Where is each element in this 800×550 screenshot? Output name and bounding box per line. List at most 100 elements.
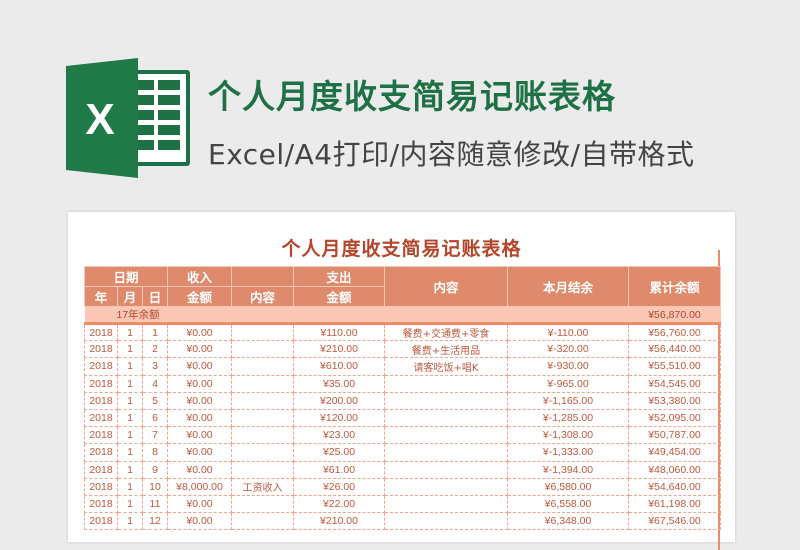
cell-month[interactable]: 1 <box>117 443 143 462</box>
cell-expense[interactable]: ¥110.00 <box>293 322 385 342</box>
cell-year[interactable]: 2018 <box>84 357 118 376</box>
cell-cumulative[interactable]: ¥56,440.00 <box>628 340 721 359</box>
cell-cumulative[interactable]: ¥52,095.00 <box>628 408 721 428</box>
cell-day[interactable]: 5 <box>142 391 168 410</box>
cell-year[interactable]: 2018 <box>84 340 118 359</box>
cell-expense-content[interactable] <box>384 391 508 410</box>
cell-day[interactable]: 8 <box>142 443 168 462</box>
cell-income[interactable]: ¥0.00 <box>167 494 232 514</box>
cell-expense-content[interactable] <box>384 512 508 531</box>
cell-month-balance[interactable]: ¥-1,285.00 <box>507 408 629 428</box>
cell-income-content[interactable] <box>231 391 294 410</box>
cell-income[interactable]: ¥0.00 <box>167 374 232 393</box>
cell-expense[interactable]: ¥610.00 <box>293 357 385 376</box>
cell-month[interactable]: 1 <box>117 426 143 445</box>
cell-cumulative[interactable]: ¥53,380.00 <box>628 391 721 410</box>
cell-day[interactable]: 4 <box>142 374 168 393</box>
cell-income-content[interactable] <box>231 512 294 531</box>
cell-income[interactable]: ¥0.00 <box>167 426 232 445</box>
cell-year[interactable]: 2018 <box>84 391 118 410</box>
cell-year[interactable]: 2018 <box>84 512 118 531</box>
cell-income-content[interactable] <box>231 426 294 445</box>
cell-year[interactable]: 2018 <box>84 494 118 514</box>
cell-income[interactable]: ¥0.00 <box>167 357 232 376</box>
cell-month[interactable]: 1 <box>117 460 143 479</box>
cell-month-balance[interactable]: ¥-320.00 <box>507 340 629 359</box>
cell-day[interactable]: 7 <box>142 426 168 445</box>
cell-income-content[interactable] <box>231 357 294 376</box>
cell-expense[interactable]: ¥120.00 <box>293 408 385 428</box>
cell-month[interactable]: 1 <box>117 512 143 531</box>
cell-income[interactable]: ¥8,000.00 <box>167 477 232 496</box>
cell-income[interactable]: ¥0.00 <box>167 391 232 410</box>
cell-day[interactable]: 6 <box>142 408 168 428</box>
cell-cumulative[interactable]: ¥61,198.00 <box>628 494 721 514</box>
cell-month-balance[interactable]: ¥-1,333.00 <box>507 443 629 462</box>
cell-day[interactable]: 2 <box>142 340 168 359</box>
cell-income-content[interactable] <box>231 322 294 342</box>
cell-income-content[interactable]: 工资收入 <box>231 477 294 496</box>
cell-expense[interactable]: ¥210.00 <box>293 340 385 359</box>
cell-year[interactable]: 2018 <box>84 322 118 342</box>
cell-expense-content[interactable]: 餐费+生活用品 <box>384 340 508 359</box>
cell-cumulative[interactable]: ¥67,546.00 <box>628 512 721 531</box>
cell-year[interactable]: 2018 <box>84 426 118 445</box>
cell-cumulative[interactable]: ¥56,760.00 <box>628 322 721 342</box>
cell-expense[interactable]: ¥26.00 <box>293 477 385 496</box>
cell-expense-content[interactable] <box>384 443 508 462</box>
cell-expense-content[interactable] <box>384 477 508 496</box>
cell-expense-content[interactable] <box>384 426 508 445</box>
cell-expense-content[interactable] <box>384 460 508 479</box>
cell-year[interactable]: 2018 <box>84 374 118 393</box>
cell-income-content[interactable] <box>231 460 294 479</box>
cell-month-balance[interactable]: ¥-1,394.00 <box>507 460 629 479</box>
cell-month-balance[interactable]: ¥-110.00 <box>507 322 629 342</box>
cell-day[interactable]: 10 <box>142 477 168 496</box>
cell-month[interactable]: 1 <box>117 494 143 514</box>
cell-month[interactable]: 1 <box>117 357 143 376</box>
cell-expense[interactable]: ¥61.00 <box>293 460 385 479</box>
cell-expense[interactable]: ¥22.00 <box>293 494 385 514</box>
cell-expense[interactable]: ¥25.00 <box>293 443 385 462</box>
cell-income[interactable]: ¥0.00 <box>167 512 232 531</box>
cell-year[interactable]: 2018 <box>84 460 118 479</box>
cell-cumulative[interactable]: ¥48,060.00 <box>628 460 721 479</box>
cell-month-balance[interactable]: ¥6,580.00 <box>507 477 629 496</box>
cell-income[interactable]: ¥0.00 <box>167 322 232 342</box>
cell-expense-content[interactable]: 请客吃饭+唱K <box>384 357 508 376</box>
cell-month[interactable]: 1 <box>117 340 143 359</box>
cell-day[interactable]: 3 <box>142 357 168 376</box>
cell-cumulative[interactable]: ¥55,510.00 <box>628 357 721 376</box>
cell-expense-content[interactable] <box>384 408 508 428</box>
cell-income[interactable]: ¥0.00 <box>167 460 232 479</box>
cell-income-content[interactable] <box>231 374 294 393</box>
cell-expense[interactable]: ¥35.00 <box>293 374 385 393</box>
cell-expense-content[interactable] <box>384 374 508 393</box>
cell-year[interactable]: 2018 <box>84 408 118 428</box>
cell-expense[interactable]: ¥210.00 <box>293 512 385 531</box>
cell-day[interactable]: 12 <box>142 512 168 531</box>
cell-month-balance[interactable]: ¥-1,308.00 <box>507 426 629 445</box>
cell-year[interactable]: 2018 <box>84 443 118 462</box>
cell-income[interactable]: ¥0.00 <box>167 408 232 428</box>
cell-year[interactable]: 2018 <box>84 477 118 496</box>
cell-month-balance[interactable]: ¥6,558.00 <box>507 494 629 514</box>
cell-cumulative[interactable]: ¥54,545.00 <box>628 374 721 393</box>
cell-month[interactable]: 1 <box>117 391 143 410</box>
cell-month-balance[interactable]: ¥-965.00 <box>507 374 629 393</box>
cell-month[interactable]: 1 <box>117 322 143 342</box>
cell-month-balance[interactable]: ¥-930.00 <box>507 357 629 376</box>
cell-cumulative[interactable]: ¥50,787.00 <box>628 426 721 445</box>
cell-day[interactable]: 11 <box>142 494 168 514</box>
cell-cumulative[interactable]: ¥49,454.00 <box>628 443 721 462</box>
cell-expense[interactable]: ¥23.00 <box>293 426 385 445</box>
cell-month-balance[interactable]: ¥6,348.00 <box>507 512 629 531</box>
cell-day[interactable]: 9 <box>142 460 168 479</box>
cell-cumulative[interactable]: ¥54,640.00 <box>628 477 721 496</box>
cell-income[interactable]: ¥0.00 <box>167 443 232 462</box>
cell-day[interactable]: 1 <box>142 322 168 342</box>
cell-month[interactable]: 1 <box>117 374 143 393</box>
cell-income-content[interactable] <box>231 340 294 359</box>
cell-income-content[interactable] <box>231 443 294 462</box>
cell-month-balance[interactable]: ¥-1,165.00 <box>507 391 629 410</box>
